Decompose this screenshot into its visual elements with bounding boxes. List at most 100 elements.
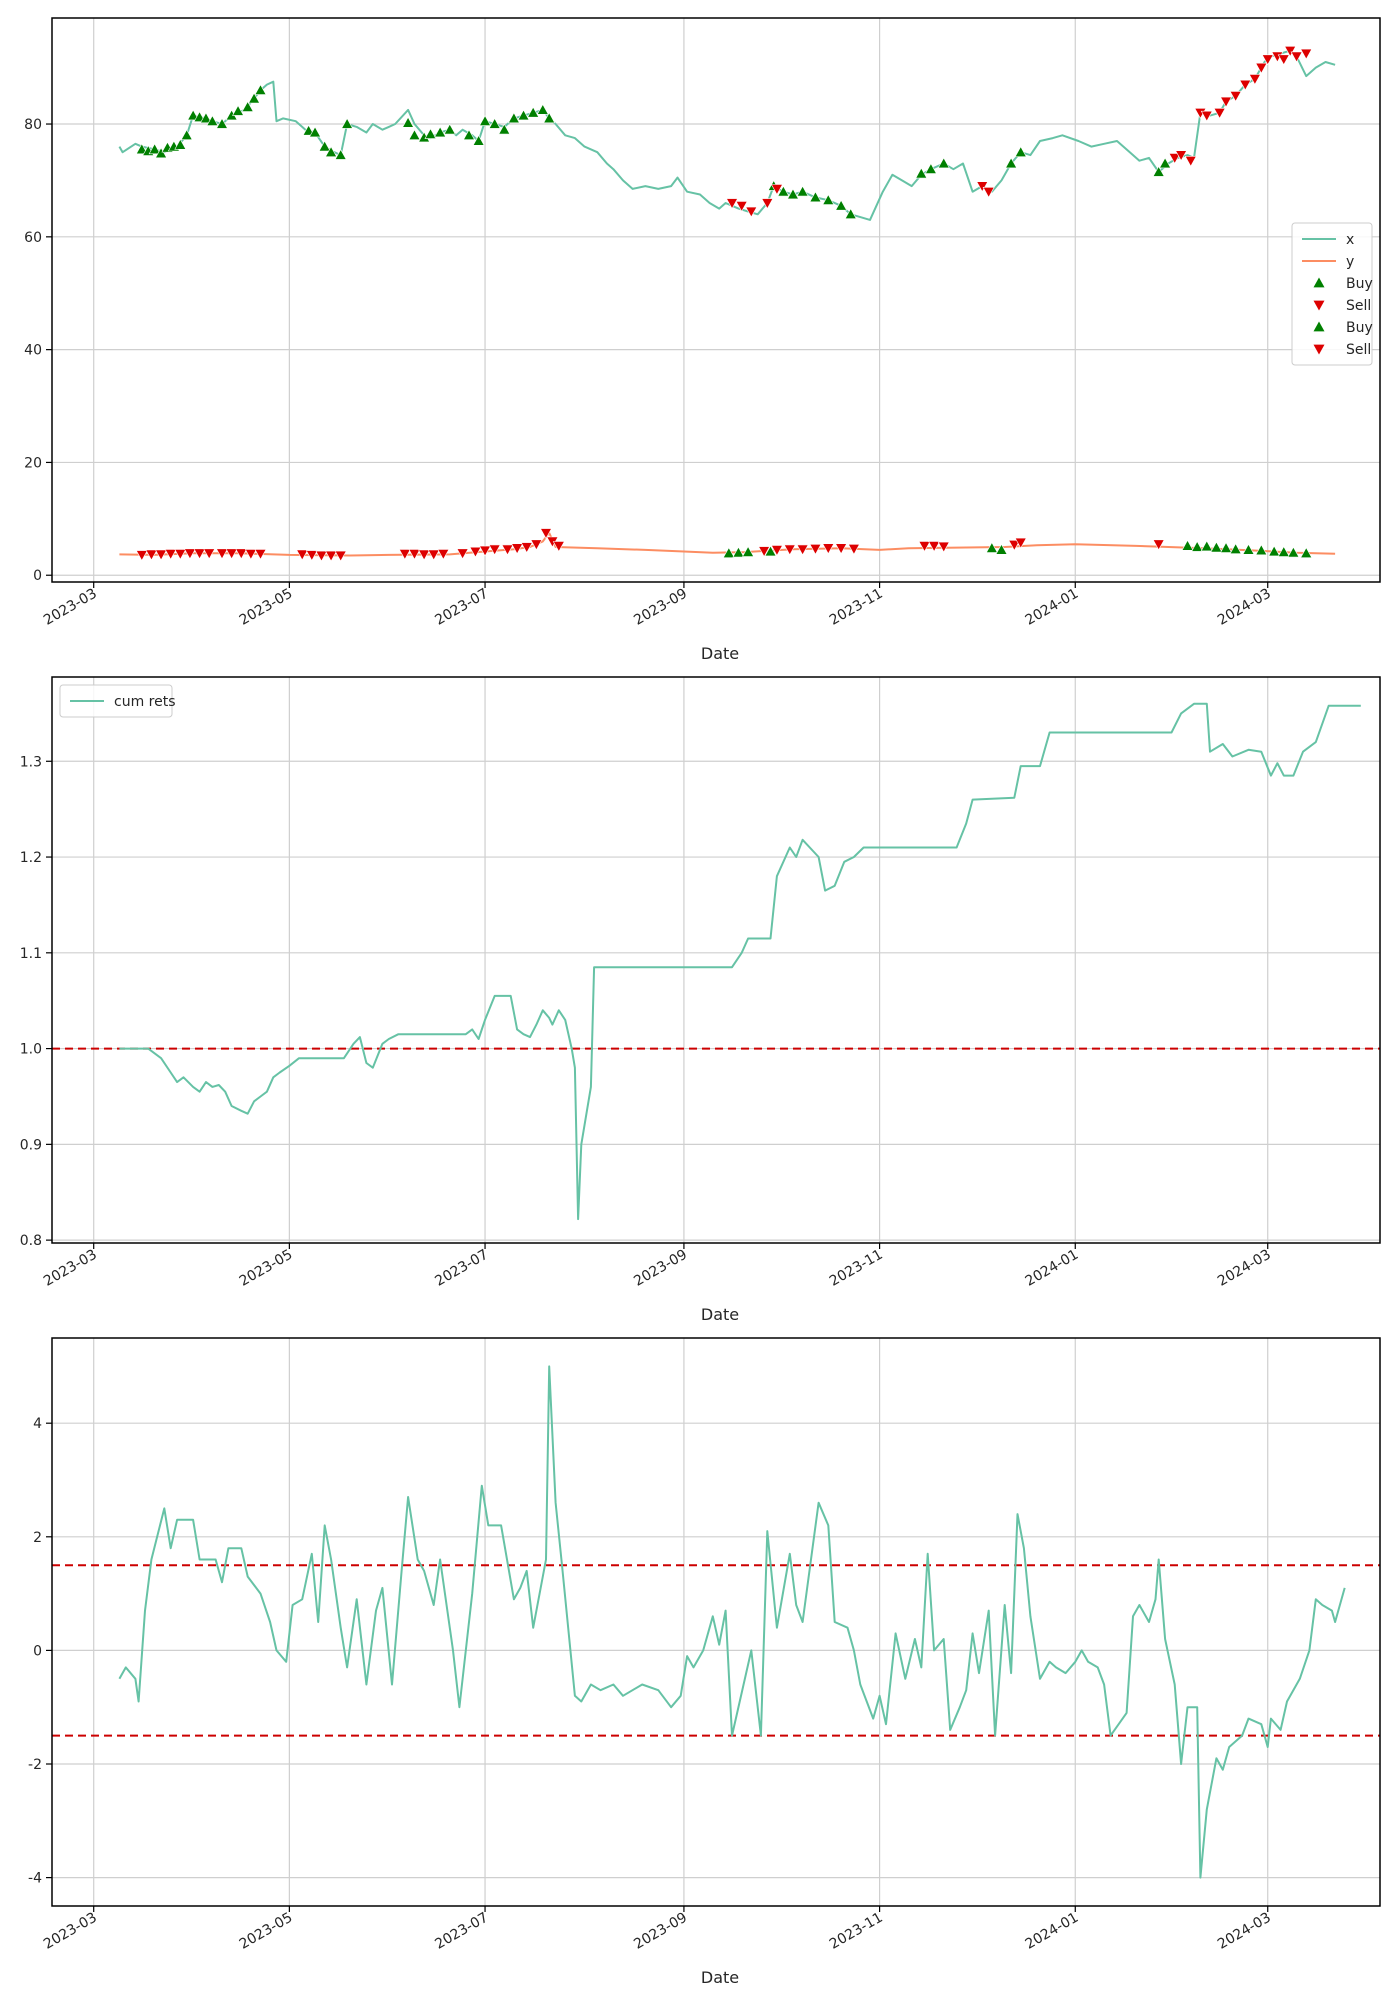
y-tick-label: 0.9 <box>20 1137 42 1153</box>
buy-marker <box>507 112 520 124</box>
buy-marker <box>1152 165 1165 177</box>
buy-marker <box>1181 539 1194 551</box>
y-tick-label: 2 <box>33 1530 42 1546</box>
sell-marker <box>1277 54 1290 66</box>
sell-marker <box>408 549 421 560</box>
buy-marker <box>786 188 799 200</box>
buy-marker <box>1242 543 1255 555</box>
legend-label: Sell <box>1346 342 1371 358</box>
buy-marker <box>1200 540 1213 552</box>
buy-marker <box>1159 157 1172 169</box>
sell-marker <box>398 549 411 560</box>
y-tick-label: 20 <box>24 455 42 471</box>
x-axis-label: Date <box>701 1968 739 1987</box>
x-axis-label: Date <box>701 644 739 663</box>
buy-marker <box>498 123 511 135</box>
buy-marker <box>844 208 857 219</box>
sell-marker <box>1220 96 1233 108</box>
sell-marker <box>1248 74 1261 86</box>
x-axis-label: Date <box>701 1305 739 1324</box>
sell-marker <box>761 198 774 210</box>
sell-marker <box>145 549 158 561</box>
sell-marker <box>1152 539 1165 551</box>
buy-marker <box>215 117 229 129</box>
buy-marker <box>1268 545 1281 557</box>
buy-marker <box>318 140 331 152</box>
buy-marker <box>341 117 354 129</box>
sell-marker <box>1290 51 1303 63</box>
sell-marker <box>1014 537 1027 549</box>
buy-marker <box>1255 544 1268 556</box>
buy-marker <box>835 199 848 211</box>
buy-marker <box>1229 543 1242 554</box>
buy-marker <box>232 104 245 116</box>
sell-marker <box>520 542 533 554</box>
sell-marker <box>305 550 318 562</box>
buy-marker <box>135 143 148 155</box>
axes-frame <box>51 676 1381 1244</box>
buy-marker <box>488 117 501 129</box>
buy-marker <box>1191 540 1204 552</box>
sell-marker <box>183 548 196 560</box>
sell-marker <box>937 541 950 553</box>
legend-label: x <box>1346 232 1354 248</box>
y-tick-label: 60 <box>24 230 42 246</box>
sell-marker <box>809 544 822 555</box>
legend-swatch-buy <box>1313 321 1325 332</box>
sell-marker <box>325 550 338 562</box>
buy-marker <box>536 103 549 115</box>
buy-marker <box>187 109 200 121</box>
buy-marker <box>302 124 315 136</box>
sell-marker <box>835 543 848 555</box>
series-line-cum-rets <box>119 702 1361 1221</box>
sell-marker <box>726 198 739 210</box>
sell-marker <box>552 541 565 553</box>
sell-marker <box>1255 62 1268 74</box>
sell-marker <box>174 549 187 560</box>
buy-marker <box>809 191 822 203</box>
sell-marker <box>770 545 783 556</box>
y-tick-label: -2 <box>28 1757 42 1773</box>
buy-marker <box>937 157 950 169</box>
sell-marker <box>1213 108 1226 119</box>
sell-marker <box>1184 155 1197 167</box>
sell-marker <box>501 544 514 556</box>
legend-box <box>59 684 173 718</box>
sell-marker <box>1239 79 1252 91</box>
legend-label: y <box>1346 254 1354 270</box>
sell-marker <box>847 544 860 555</box>
sell-marker <box>530 539 543 551</box>
sell-marker <box>215 548 229 560</box>
buy-marker <box>479 115 492 126</box>
buy-marker <box>722 547 735 558</box>
sell-marker <box>254 549 267 560</box>
y-tick-label: 80 <box>24 117 42 133</box>
buy-marker <box>1005 157 1018 169</box>
buy-marker <box>206 115 219 126</box>
y-tick-label: 0 <box>33 568 42 584</box>
buy-marker <box>254 84 267 95</box>
buy-marker <box>1300 547 1313 558</box>
buy-marker <box>325 146 338 157</box>
sell-marker <box>155 549 168 561</box>
plot-area <box>52 1365 1380 1879</box>
sell-marker <box>193 548 206 560</box>
sell-marker <box>427 549 440 561</box>
buy-marker <box>180 129 193 141</box>
buy-marker <box>1210 541 1223 553</box>
buy-marker <box>148 143 161 155</box>
axes-frame <box>51 1337 1381 1907</box>
y-tick-label: 0.8 <box>20 1233 42 1249</box>
sell-marker <box>225 548 238 560</box>
buy-marker <box>1014 146 1027 157</box>
sell-marker <box>1300 48 1313 60</box>
sell-marker <box>296 549 309 561</box>
sell-marker <box>456 548 469 560</box>
y-tick-label: 4 <box>33 1416 42 1432</box>
sell-marker <box>511 543 524 555</box>
buy-marker <box>462 129 476 141</box>
legend-swatch-sell <box>1313 344 1325 355</box>
buy-marker <box>543 112 556 124</box>
sell-marker <box>918 541 931 553</box>
